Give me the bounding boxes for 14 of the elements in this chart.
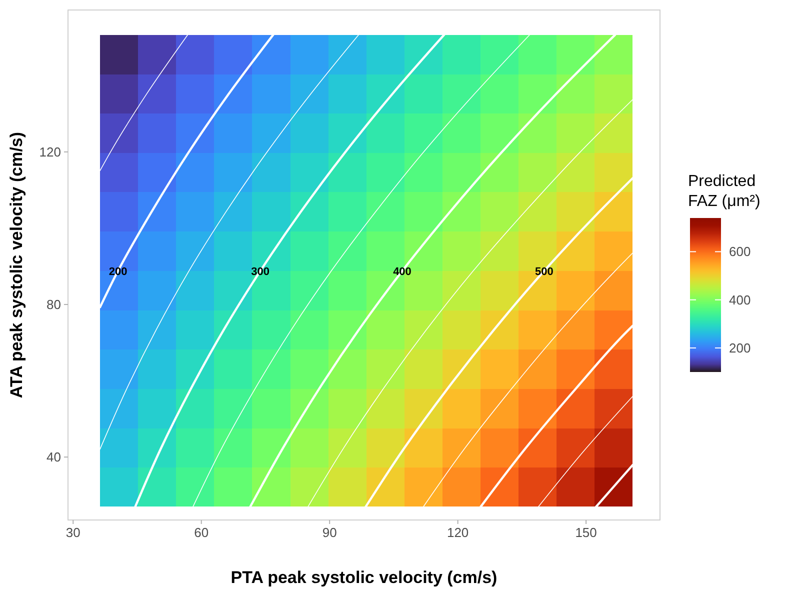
- x-tick-label: 30: [66, 525, 80, 540]
- y-tick-label: 40: [46, 450, 61, 465]
- x-axis-title: PTA peak systolic velocity (cm/s): [230, 568, 498, 587]
- x-tick-label: 90: [322, 525, 337, 540]
- x-tick-label: 150: [575, 525, 597, 540]
- color-bar-label: 200: [729, 340, 751, 356]
- x-tick-label: 60: [194, 525, 209, 540]
- color-bar-label: 400: [729, 292, 751, 308]
- color-bar-label: 600: [729, 244, 751, 260]
- y-axis-title: ATA peak systolic velocity (cm/s): [7, 132, 26, 398]
- x-tick-label: 120: [446, 525, 469, 540]
- y-tick-label: 80: [46, 297, 61, 312]
- color-bar-title: Predicted FAZ (μm²): [688, 173, 760, 210]
- y-tick-label: 120: [39, 144, 61, 160]
